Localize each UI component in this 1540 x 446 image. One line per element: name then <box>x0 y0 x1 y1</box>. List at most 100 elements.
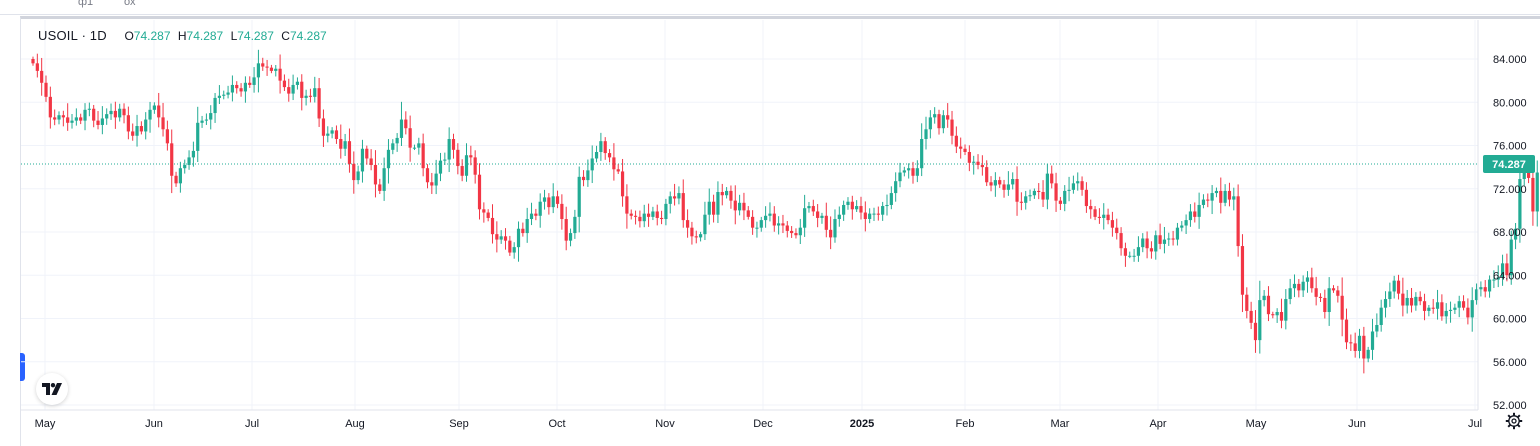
candle <box>469 146 472 165</box>
symbol-name[interactable]: USOIL <box>38 28 78 43</box>
candle-body <box>786 226 789 231</box>
candle <box>96 111 99 129</box>
candle <box>755 222 758 238</box>
candle-body <box>174 176 177 184</box>
symbol-interval[interactable]: 1D <box>90 28 107 43</box>
candle-body <box>946 115 949 119</box>
candle <box>1419 291 1422 305</box>
candle <box>1258 281 1261 354</box>
candle-body <box>322 118 325 135</box>
candle <box>937 110 940 135</box>
candle-body <box>920 139 923 168</box>
candle-body <box>1002 184 1005 189</box>
candle-body <box>604 141 607 153</box>
candle <box>530 203 533 225</box>
candle <box>1037 183 1040 199</box>
candle-body <box>478 175 481 210</box>
candle-body <box>820 216 823 218</box>
candle <box>543 190 546 210</box>
candle-body <box>179 168 182 183</box>
candle-body <box>838 215 841 219</box>
candle <box>781 215 784 233</box>
x-tick-label: Mar <box>1051 418 1070 430</box>
candle-body <box>1072 183 1075 189</box>
candle <box>1250 302 1253 329</box>
candle-body <box>487 213 490 218</box>
candle-body <box>1106 215 1109 220</box>
candle <box>842 201 845 221</box>
candle <box>1267 286 1270 321</box>
candle <box>426 164 429 188</box>
candle-body <box>396 138 399 143</box>
candle-body <box>903 170 906 172</box>
candle <box>49 87 52 129</box>
candle-body <box>885 205 888 206</box>
candle <box>1185 214 1188 234</box>
candle <box>1354 333 1357 358</box>
high-label: H <box>178 29 187 43</box>
candle <box>968 145 971 171</box>
candle-body <box>1206 200 1209 201</box>
candle <box>114 102 117 129</box>
candle <box>526 208 529 243</box>
candle-body <box>877 214 880 215</box>
candle <box>391 139 394 154</box>
candle-body <box>1254 323 1257 340</box>
candle-body <box>192 151 195 157</box>
candle-body <box>721 192 724 195</box>
candle <box>474 150 477 183</box>
candle <box>1228 183 1231 207</box>
candle <box>1276 308 1279 323</box>
candle-body <box>1028 195 1031 196</box>
gear-icon[interactable] <box>1503 410 1525 432</box>
candle <box>448 127 451 172</box>
candle-body <box>1371 331 1374 349</box>
candle <box>1150 241 1153 258</box>
x-tick-label: Aug <box>345 418 365 430</box>
candle <box>79 114 82 124</box>
candle <box>70 114 73 129</box>
candle <box>924 117 927 150</box>
candle <box>1293 274 1296 297</box>
candle-body <box>617 169 620 171</box>
candle-body <box>1176 228 1179 240</box>
candle-body <box>534 214 537 216</box>
candle <box>62 111 65 127</box>
candle <box>140 121 143 134</box>
candle <box>586 160 589 187</box>
candle <box>487 209 490 221</box>
candle <box>283 74 286 91</box>
candle <box>1302 275 1305 297</box>
candle <box>244 76 247 102</box>
candle-body <box>231 85 234 93</box>
candle <box>1362 327 1365 373</box>
candle <box>1098 208 1101 224</box>
candle-body <box>638 217 641 221</box>
candle <box>950 111 953 144</box>
candle-body <box>690 228 693 237</box>
tradingview-logo-icon[interactable] <box>36 373 68 405</box>
candle-body <box>955 136 958 147</box>
candle-body <box>374 165 377 184</box>
candle-body <box>660 218 663 219</box>
candle-body <box>274 69 277 71</box>
open-value: 74.287 <box>134 29 171 43</box>
y-tick-label: 56.000 <box>1493 357 1527 369</box>
candle-body <box>1219 191 1222 203</box>
candle-body <box>1211 193 1214 201</box>
candle-body <box>352 164 355 180</box>
candle <box>595 146 598 163</box>
candle-body <box>1341 296 1344 320</box>
candle-body <box>335 130 338 139</box>
candle <box>491 204 494 243</box>
candle <box>903 167 906 177</box>
candle-body <box>842 205 845 215</box>
candle <box>205 113 208 125</box>
candle-body <box>31 59 34 63</box>
candle-body <box>361 149 364 172</box>
candle-body <box>1349 342 1352 343</box>
candle-body <box>1145 238 1148 248</box>
candle-body <box>1319 297 1322 298</box>
candle-body <box>547 197 550 207</box>
